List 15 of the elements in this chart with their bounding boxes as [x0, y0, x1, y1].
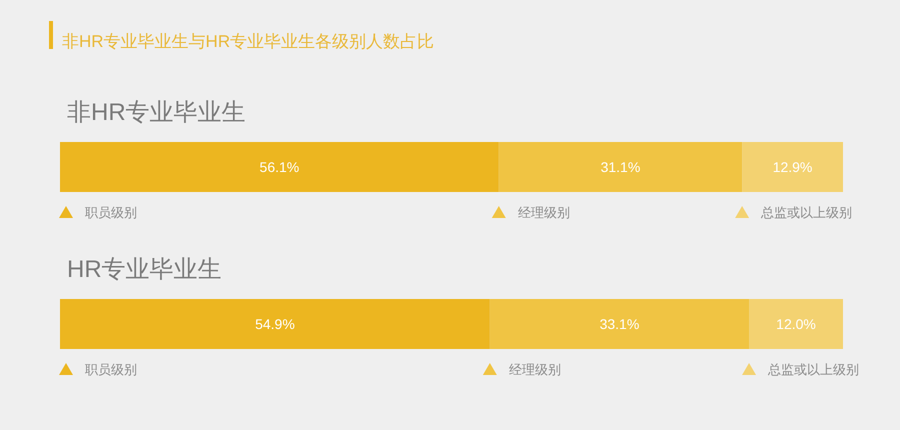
legend-label: 职员级别: [85, 205, 137, 220]
data-label: 31.1%: [600, 159, 640, 175]
data-label: 56.1%: [260, 159, 300, 175]
legend-label: 总监或以上级别: [760, 205, 852, 220]
chart-title: 非HR专业毕业生与HR专业毕业生各级别人数占比: [62, 32, 434, 51]
data-label: 33.1%: [600, 316, 640, 332]
data-label: 54.9%: [255, 316, 295, 332]
legend-label: 经理级别: [508, 362, 561, 377]
y-tick-label: 非HR专业毕业生: [67, 99, 246, 126]
legend-label: 总监或以上级别: [767, 362, 860, 377]
y-tick-label: HR专业毕业生: [67, 256, 222, 283]
legend-label: 职员级别: [85, 362, 137, 377]
data-label: 12.9%: [772, 159, 812, 175]
legend-label: 经理级别: [518, 205, 570, 220]
data-label: 12.0%: [776, 316, 816, 332]
